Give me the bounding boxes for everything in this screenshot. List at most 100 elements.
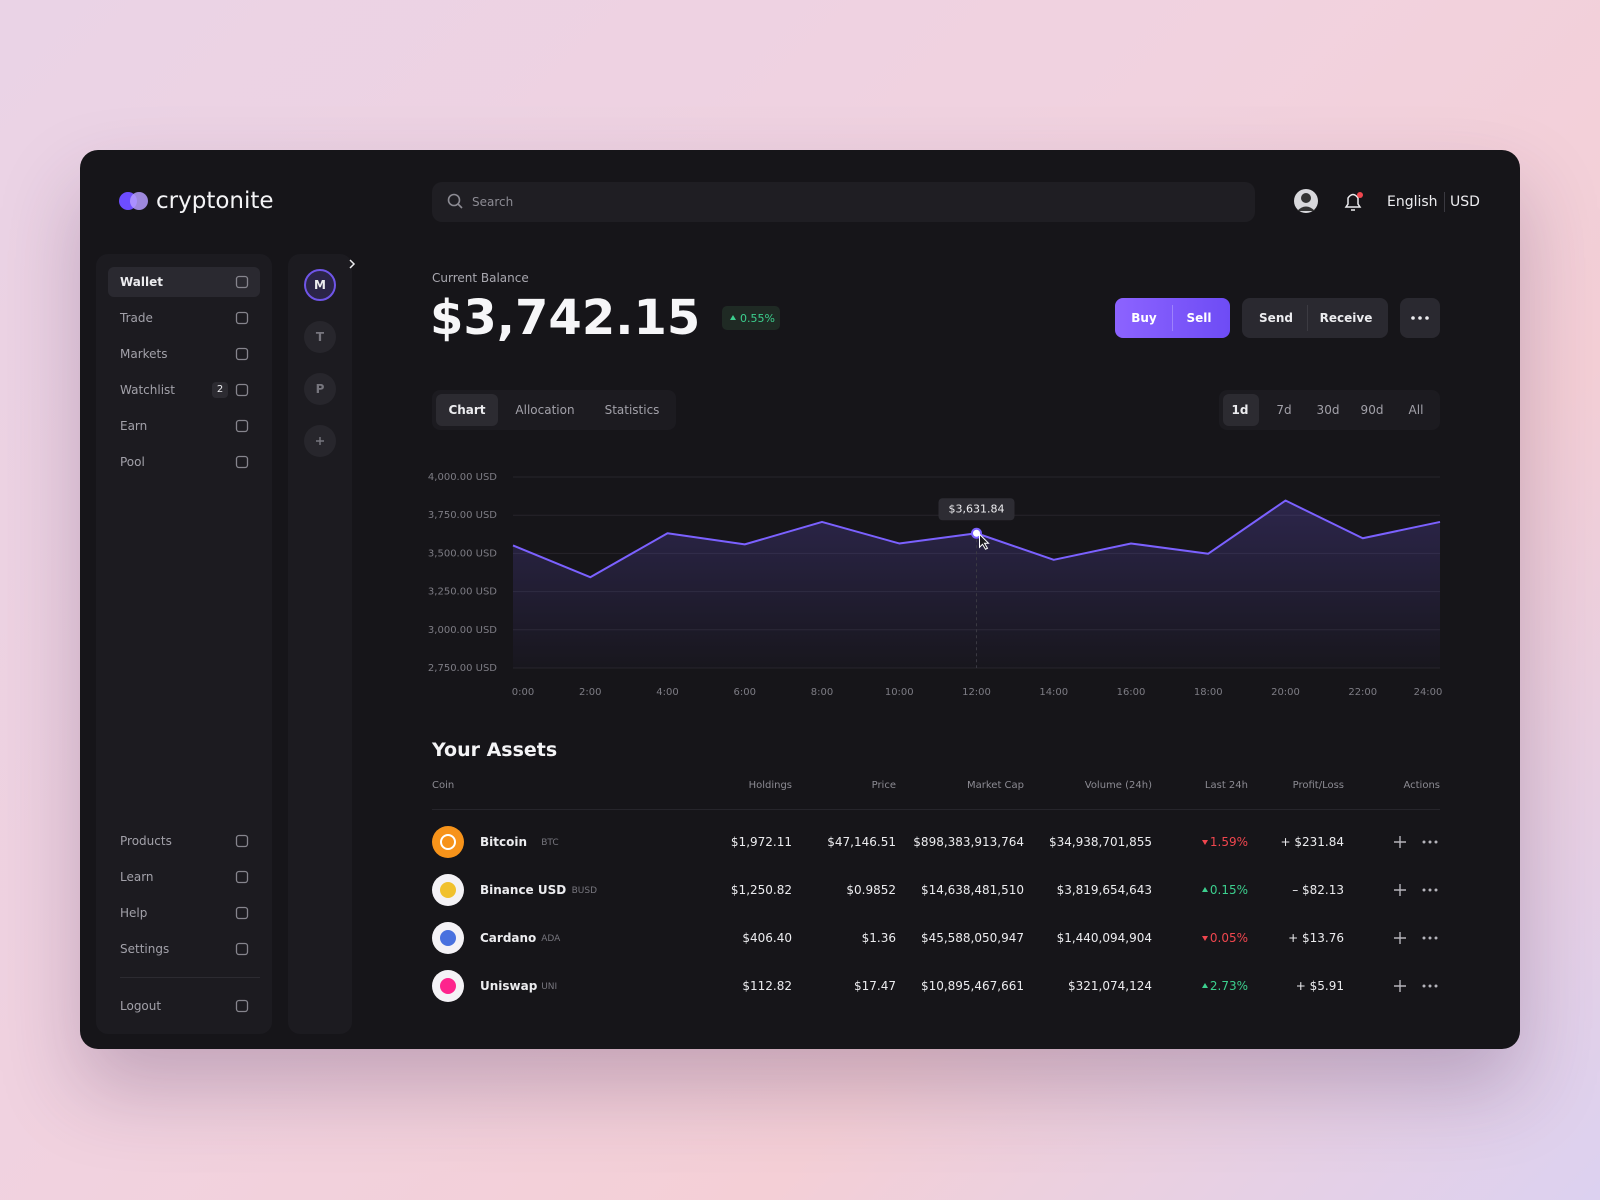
y-tick-label: 4,000.00 USD	[428, 472, 497, 483]
add-account[interactable]	[304, 425, 336, 457]
user-avatar[interactable]	[1294, 189, 1318, 213]
column-header: Holdings	[748, 780, 792, 791]
tab[interactable]: Statistics	[604, 402, 660, 417]
tab[interactable]: Chart	[448, 402, 486, 417]
coin-name: Cardano	[480, 930, 537, 945]
nav-label[interactable]: Markets	[120, 346, 168, 361]
nav-icon-shape	[235, 347, 249, 361]
coin-volume: $1,440,094,904	[1056, 930, 1152, 945]
account-rail	[288, 254, 352, 1034]
x-tick-label: 20:00	[1271, 687, 1300, 698]
trend-arrow	[1202, 840, 1208, 845]
more-dot	[1434, 984, 1438, 988]
nav-icon-shape	[235, 942, 249, 956]
x-tick-label: 24:00	[1414, 687, 1443, 698]
range[interactable]: 30d	[1316, 402, 1340, 417]
coin-profit: – $82.13	[1292, 882, 1344, 897]
search-placeholder: Search	[472, 194, 514, 209]
notifications[interactable]	[1342, 190, 1364, 212]
row-actions[interactable]	[1390, 834, 1440, 850]
nav-icon-shape	[235, 383, 249, 397]
y-tick-label: 3,250.00 USD	[428, 587, 497, 598]
x-tick-label: 4:00	[656, 687, 678, 698]
nav-label[interactable]: Help	[120, 905, 148, 920]
range[interactable]: All	[1408, 402, 1424, 417]
coin-icon-mark	[440, 978, 456, 994]
tab-active[interactable]	[436, 394, 498, 426]
coin-icon: BTC	[432, 826, 464, 858]
bell-icon	[1344, 193, 1362, 208]
tooltip-box	[938, 498, 1015, 521]
sell-button[interactable]: Sell	[1186, 310, 1212, 325]
more-dot	[1434, 936, 1438, 940]
x-tick-label: 0:00	[512, 687, 534, 698]
nav-icon	[235, 834, 249, 848]
row-actions[interactable]	[1390, 930, 1440, 946]
tooltip-label: $3,631.84	[949, 502, 1005, 515]
row-actions[interactable]	[1390, 978, 1440, 994]
more-dot	[1411, 316, 1415, 320]
balance-label: Current Balance	[432, 270, 529, 285]
range[interactable]: 90d	[1360, 402, 1384, 417]
nav-icon-shape	[235, 419, 249, 433]
nav-item-active[interactable]	[108, 267, 260, 297]
buy-sell-group	[1115, 298, 1230, 338]
coin-icon-mark	[440, 834, 456, 850]
x-tick-label: 6:00	[734, 687, 756, 698]
nav-label[interactable]: Products	[120, 833, 172, 848]
coin-holdings: $112.82	[742, 978, 792, 993]
nav-label[interactable]: Watchlist	[120, 382, 175, 397]
more-dot	[1434, 888, 1438, 892]
row-actions[interactable]	[1390, 882, 1440, 898]
coin-price: $47,146.51	[827, 834, 896, 849]
button-divider	[1172, 305, 1173, 331]
logo-mark	[119, 192, 148, 210]
nav-label[interactable]: Pool	[120, 454, 145, 469]
more-dot	[1422, 888, 1426, 892]
nav-icon-shape	[235, 999, 249, 1013]
range[interactable]: 7d	[1276, 402, 1292, 417]
coin-holdings: $1,972.11	[730, 834, 792, 849]
trend-triangle	[1202, 936, 1208, 941]
language[interactable]: English	[1387, 194, 1438, 210]
assets-title: Your Assets	[432, 738, 558, 761]
nav-label[interactable]: Settings	[120, 941, 170, 956]
nav-icon	[235, 383, 249, 397]
column-header: Price	[871, 780, 896, 791]
send-receive-group	[1242, 298, 1388, 338]
search-box[interactable]	[432, 182, 1255, 222]
account-avatar[interactable]: P	[304, 373, 336, 405]
coin-volume: $34,938,701,855	[1048, 834, 1152, 849]
more-button[interactable]	[1400, 298, 1440, 338]
account-avatar[interactable]: T	[304, 321, 336, 353]
more-dot	[1428, 984, 1432, 988]
send-button[interactable]: Send	[1259, 310, 1293, 325]
nav-label[interactable]: Earn	[120, 418, 148, 433]
x-tick-label: 18:00	[1194, 687, 1223, 698]
nav-icon-shape	[235, 834, 249, 848]
nav-icon-shape	[235, 870, 249, 884]
search-handle	[457, 203, 463, 209]
expand-rail[interactable]	[344, 256, 360, 272]
logout[interactable]: Logout	[120, 998, 162, 1013]
tab[interactable]: Allocation	[515, 402, 575, 417]
nav-icon	[235, 311, 249, 325]
trend-triangle	[1202, 887, 1208, 892]
receive-button[interactable]: Receive	[1319, 310, 1373, 325]
coin-profit: + $13.76	[1288, 930, 1344, 945]
nav-label[interactable]: Trade	[120, 310, 153, 325]
nav-label[interactable]: Wallet	[120, 274, 164, 289]
add-account-plus	[316, 437, 324, 445]
coin-change: 0.05%	[1209, 930, 1248, 945]
coin-profit: + $5.91	[1295, 978, 1344, 993]
account-avatar[interactable]: M	[304, 269, 336, 301]
range-active[interactable]	[1223, 394, 1259, 426]
search-icon	[447, 193, 463, 209]
more-dot	[1434, 840, 1438, 844]
nav-label[interactable]: Learn	[120, 869, 154, 884]
nav-icon-shape	[235, 906, 249, 920]
buy-button[interactable]: Buy	[1131, 310, 1157, 325]
currency[interactable]: USD	[1450, 194, 1480, 210]
y-tick-label: 3,000.00 USD	[428, 625, 497, 636]
range[interactable]: 1d	[1231, 402, 1249, 417]
